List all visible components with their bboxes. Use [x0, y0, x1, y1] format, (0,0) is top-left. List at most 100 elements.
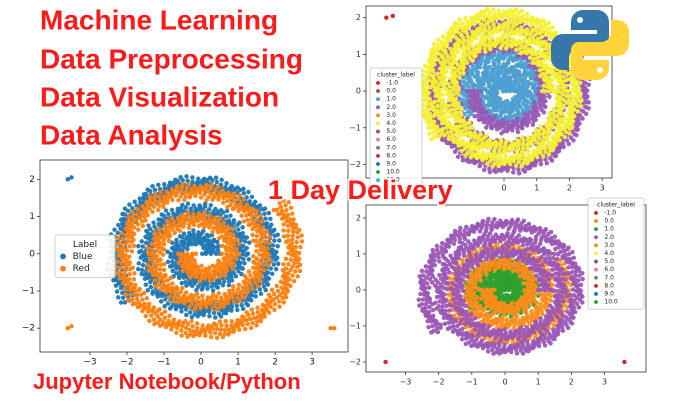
- legend-swatch: [376, 113, 380, 118]
- legend-swatch: [376, 170, 380, 174]
- point-cloud: [416, 216, 586, 357]
- legend-label: 10.0: [386, 169, 400, 176]
- y-tick-label: −2: [349, 357, 361, 366]
- legend-swatch: [594, 219, 598, 223]
- legend-label: 2.0: [386, 104, 396, 111]
- legend-label: 4.0: [386, 120, 396, 127]
- legend-label: 5.0: [604, 258, 614, 265]
- legend-label: 6.0: [604, 266, 614, 273]
- y-tick-label: −2: [349, 160, 361, 169]
- legend-label: 9.0: [604, 290, 614, 297]
- legend-box: [369, 67, 423, 188]
- x-tick-label: 0: [502, 184, 507, 193]
- point-cloud: [417, 6, 584, 169]
- x-tick-label: −3: [400, 378, 412, 387]
- point-cloud: [423, 12, 578, 163]
- headline: Data Analysis: [40, 119, 223, 150]
- legend-label: 0.0: [386, 88, 396, 95]
- scatter-plot: −3 −2 −1 0 1 2 3 2 1 0 −1 −2 Label Blue Red: [22, 159, 349, 368]
- outlier-point: [383, 359, 388, 365]
- outlier-point: [384, 15, 389, 20]
- legend-swatch: [594, 259, 598, 264]
- legend-swatch: [376, 89, 380, 93]
- x-tick-label: 3: [309, 358, 315, 368]
- headline: Machine Learning: [40, 4, 278, 35]
- legend-label: 3.0: [386, 112, 396, 119]
- outlier-point: [65, 177, 70, 182]
- legend-swatch: [376, 105, 380, 110]
- x-tick-label: −1: [466, 378, 478, 387]
- scatter-plot: −3 −2 −1 0 1 2 3 2 1 0 −1 −2 cluster_label-1.0 0.01.0…: [349, 197, 647, 387]
- y-tick-label: 0: [356, 285, 361, 294]
- legend-label: Blue: [73, 252, 93, 262]
- y-tick-label: 1: [356, 249, 361, 258]
- x-tick-label: 3: [600, 184, 605, 193]
- point-cloud: [126, 193, 292, 329]
- point-cloud: [118, 185, 269, 308]
- legend-label: -1.0: [604, 209, 616, 216]
- legend-label: 0.0: [604, 218, 614, 225]
- legend-swatch: [376, 81, 380, 85]
- legend-label: 10.0: [604, 299, 618, 306]
- legend-title: cluster_label: [597, 201, 635, 208]
- python-logo: [551, 10, 629, 80]
- point-cloud: [120, 187, 298, 335]
- point-cloud: [420, 220, 582, 353]
- legend-label: Red: [73, 264, 90, 274]
- outlier-point: [332, 325, 337, 331]
- headline: Data Preprocessing: [40, 43, 303, 74]
- legend-swatch: [594, 275, 598, 280]
- legend-swatch: [376, 145, 380, 150]
- legend-swatch: [376, 129, 380, 134]
- x-tick-label: 3: [602, 378, 607, 387]
- legend-label: 1.0: [386, 96, 396, 103]
- point-cloud: [463, 53, 539, 123]
- legend-swatch: [594, 243, 598, 248]
- legend-title: cluster_label: [377, 71, 415, 78]
- outlier-point: [65, 325, 70, 331]
- outlier-point: [622, 359, 627, 365]
- point-cloud: [425, 224, 577, 349]
- legend-swatch: [60, 265, 66, 272]
- footer: Jupyter Notebook/Python: [33, 369, 301, 394]
- point-cloud: [113, 181, 305, 341]
- y-tick-label: 0: [29, 249, 35, 259]
- legend-swatch: [376, 121, 380, 126]
- x-tick-label: 0: [502, 378, 507, 387]
- x-tick-label: −2: [433, 378, 445, 387]
- outlier-point: [69, 324, 74, 329]
- y-tick-label: −2: [22, 324, 35, 334]
- legend-swatch: [594, 292, 598, 296]
- legend-label: 1.0: [604, 226, 614, 233]
- scatter-plot: 0 1 2 3 2 1 0 −1 −2 cluster_label-1.0 0.01.02.03.0…: [349, 5, 613, 193]
- point-cloud: [109, 177, 278, 318]
- legend-title: Label: [73, 240, 97, 250]
- x-tick-label: −2: [120, 358, 133, 368]
- headline: Data Visualization: [40, 81, 279, 112]
- legend-swatch: [376, 97, 380, 102]
- legend-swatch: [594, 267, 598, 272]
- legend-swatch: [376, 153, 380, 158]
- y-tick-label: 2: [29, 175, 35, 185]
- point-cloud: [117, 184, 301, 337]
- y-tick-label: 1: [29, 212, 35, 222]
- point-cloud: [422, 222, 579, 351]
- legend-label: 7.0: [604, 274, 614, 281]
- x-tick-label: 2: [567, 184, 572, 193]
- legend-swatch: [376, 162, 380, 166]
- legend-label: 3.0: [604, 242, 614, 249]
- legend-label: 11.0: [386, 177, 400, 184]
- legend-swatch: [594, 227, 598, 232]
- legend-swatch: [594, 211, 598, 215]
- point-cloud: [105, 173, 282, 320]
- legend-label: 8.0: [386, 152, 396, 159]
- legend-swatch: [376, 137, 380, 142]
- x-tick-label: 1: [235, 358, 241, 368]
- y-tick-label: 2: [356, 213, 361, 222]
- point-cloud: [425, 16, 593, 176]
- y-tick-label: −1: [349, 321, 361, 330]
- legend-label: -1.0: [386, 79, 398, 86]
- legend-box: [587, 197, 645, 310]
- legend-label: 5.0: [386, 128, 396, 135]
